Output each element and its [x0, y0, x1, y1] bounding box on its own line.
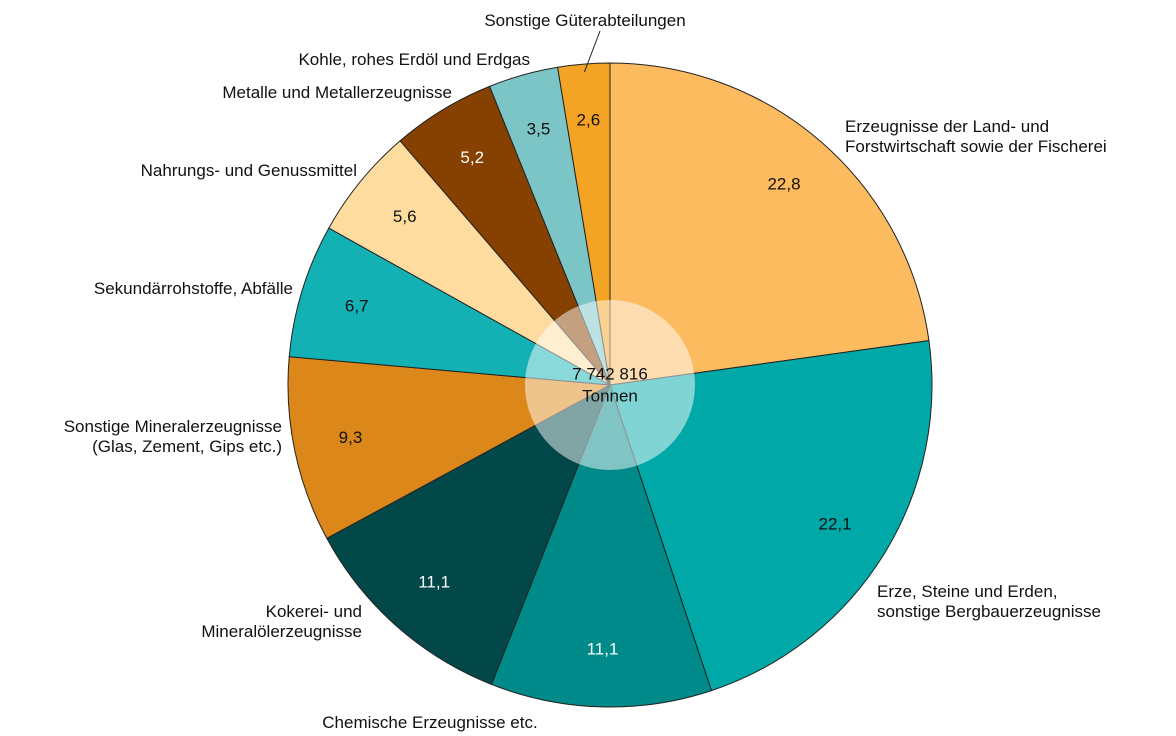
category-label: Metalle und Metallerzeugnisse [222, 83, 452, 102]
pie-slice [288, 227, 611, 386]
center-total: 7 742 816 [572, 364, 648, 383]
value-label: 11,1 [418, 573, 450, 592]
leader-line [583, 30, 601, 73]
category-label: Kohle, rohes Erdöl und Erdgas [298, 50, 530, 69]
category-label: Erzeugnisse der Land- und Forstwirtschaf… [845, 117, 1107, 156]
value-label: 22,8 [767, 175, 800, 194]
pie-slice [326, 383, 611, 686]
pie-slice [609, 62, 930, 386]
value-label: 2,6 [577, 110, 601, 129]
center-disc [525, 300, 695, 470]
category-label: Sekundärrohstoffe, Abfälle [93, 279, 293, 298]
category-label: Sonstige Mineralerzeugnisse (Glas, Zemen… [63, 417, 282, 456]
category-label: Kokerei- und Mineralölerzeugnisse [201, 602, 362, 641]
value-label: 5,6 [393, 207, 417, 226]
value-label: 6,7 [345, 297, 369, 316]
pie-slice [490, 383, 713, 708]
value-label: 11,1 [587, 639, 619, 658]
value-label: 9,3 [339, 428, 363, 447]
value-label: 3,5 [527, 119, 551, 138]
value-label: 5,2 [460, 148, 484, 167]
category-label: Chemische Erzeugnisse etc. [322, 713, 538, 732]
category-label: Sonstige Güterabteilungen [484, 11, 686, 30]
category-label: Erze, Steine und Erden, sonstige Bergbau… [877, 582, 1101, 621]
value-label: 22,1 [819, 514, 852, 533]
category-label: Nahrungs- und Genussmittel [140, 161, 357, 180]
pie-slice [609, 340, 933, 692]
center-unit: Tonnen [582, 386, 638, 405]
